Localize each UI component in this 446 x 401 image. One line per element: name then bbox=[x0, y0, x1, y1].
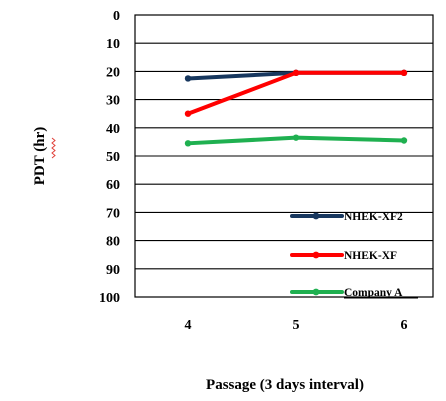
legend-label: NHEK-XF bbox=[344, 250, 397, 262]
data-point bbox=[292, 134, 300, 141]
y-tick-label: 60 bbox=[106, 178, 120, 193]
legend-label: NHEK-XF2 bbox=[344, 211, 403, 223]
plot-frame bbox=[134, 14, 434, 298]
data-point bbox=[400, 69, 408, 77]
y-axis-title: PDT (hr) bbox=[32, 127, 48, 185]
legend-marker bbox=[312, 288, 320, 296]
x-tick-labels: 4 5 6 bbox=[185, 318, 408, 333]
data-point bbox=[184, 140, 192, 147]
series-line bbox=[186, 70, 406, 116]
y-tick-label: 70 bbox=[106, 206, 120, 221]
legend-label: Company A bbox=[344, 287, 403, 299]
legend-marker bbox=[312, 212, 320, 220]
y-tick-label: 0 bbox=[113, 9, 120, 24]
data-point bbox=[184, 75, 192, 82]
y-tick-label: 80 bbox=[106, 235, 120, 250]
series-company-a bbox=[184, 134, 408, 147]
legend-marker bbox=[312, 251, 320, 259]
x-tick-label: 5 bbox=[293, 318, 300, 333]
series-nhek-xf bbox=[184, 69, 408, 117]
grid-lines bbox=[135, 42, 433, 270]
y-tick-label: 10 bbox=[106, 37, 120, 52]
legend: NHEK-XF2 NHEK-XF Company A bbox=[290, 211, 418, 299]
y-tick-label: 20 bbox=[106, 65, 120, 80]
x-axis-title: Passage (3 days interval) bbox=[206, 377, 364, 393]
legend-entry: NHEK-XF bbox=[290, 250, 397, 262]
data-point bbox=[400, 137, 408, 144]
legend-entry: NHEK-XF2 bbox=[290, 211, 403, 223]
data-point bbox=[184, 110, 192, 117]
legend-entry: Company A bbox=[290, 287, 418, 299]
series-lines bbox=[184, 69, 408, 147]
y-tick-label: 100 bbox=[99, 291, 120, 306]
y-tick-label: 30 bbox=[106, 94, 120, 109]
x-tick-label: 6 bbox=[401, 318, 408, 333]
x-tick-label: 4 bbox=[185, 318, 192, 333]
y-tick-label: 40 bbox=[106, 122, 120, 137]
y-tick-label: 90 bbox=[106, 263, 120, 278]
y-tick-labels: 0 10 20 30 40 50 60 70 80 90 100 bbox=[99, 9, 120, 306]
data-point bbox=[292, 69, 300, 77]
y-tick-label: 50 bbox=[106, 150, 120, 165]
spellcheck-squiggle bbox=[51, 137, 56, 159]
